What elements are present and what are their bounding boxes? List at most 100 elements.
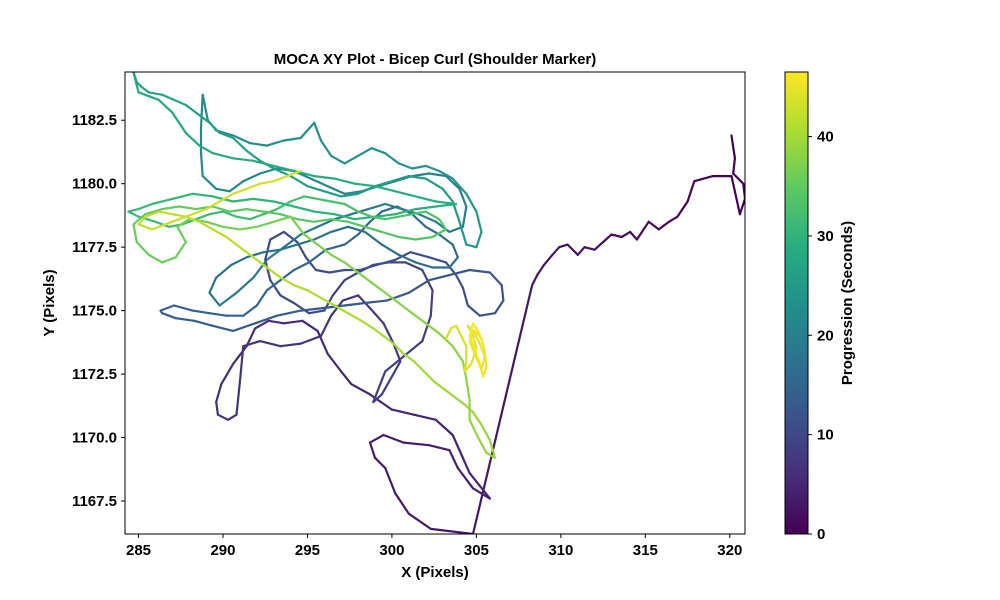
trajectory-segment	[394, 208, 417, 216]
trajectory-segment	[730, 175, 742, 216]
trajectory	[127, 72, 745, 534]
trajectory-segment	[205, 220, 225, 228]
x-tick-label: 295	[295, 542, 320, 559]
trajectory-segment	[215, 263, 233, 279]
trajectory-segment	[488, 271, 503, 287]
trajectory-segment	[272, 175, 289, 183]
trajectory-segment	[191, 309, 211, 315]
trajectory-segment	[164, 218, 181, 226]
trajectory-segment	[471, 284, 534, 534]
trajectory-segment	[199, 93, 204, 129]
trajectory-series-5	[137, 169, 497, 459]
trajectory-segment	[191, 192, 214, 198]
trajectory-segment	[468, 340, 476, 355]
trajectory-segment	[230, 256, 248, 266]
colorbar-tick-label: 40	[817, 129, 834, 146]
trajectory-segment	[208, 276, 218, 294]
trajectory-segment	[407, 279, 431, 294]
trajectory-segment	[478, 342, 486, 358]
trajectory-segment	[373, 213, 397, 218]
trajectory-segment	[421, 314, 432, 343]
trajectory-segment	[465, 192, 478, 213]
trajectory-segment	[184, 215, 201, 223]
trajectory-segment	[144, 208, 164, 216]
trajectory-segment	[211, 205, 231, 213]
trajectory-segment	[488, 439, 497, 459]
trajectory-segment	[397, 213, 414, 218]
trajectory-segment	[340, 192, 360, 198]
trajectory-segment	[326, 352, 343, 373]
trajectory-segment	[272, 164, 295, 173]
trajectory-segment	[465, 378, 471, 401]
trajectory-segment	[252, 256, 268, 269]
trajectory-segment	[248, 213, 265, 221]
trajectory-segment	[306, 185, 326, 193]
trajectory-segment	[380, 230, 400, 239]
trajectory-segment	[242, 340, 262, 348]
trajectory-segment	[412, 413, 437, 421]
trajectory-segment	[468, 472, 491, 500]
trajectory-segment	[411, 213, 427, 228]
trajectory-segment	[424, 164, 441, 173]
trajectory-segment	[289, 175, 309, 188]
y-axis: 1167.5 1170.0 1172.5 1175.0 1177.5 1180.0 1182…	[72, 112, 125, 510]
trajectory-segment	[475, 210, 483, 233]
trajectory-segment	[252, 197, 275, 203]
trajectory-series-7	[468, 322, 488, 378]
trajectory-segment	[330, 154, 346, 165]
trajectory-segment	[493, 299, 505, 315]
trajectory-segment	[382, 334, 395, 345]
trajectory-segment	[265, 279, 282, 292]
trajectory-segment	[262, 248, 282, 254]
trajectory-segment	[313, 121, 323, 142]
trajectory-segment	[500, 284, 505, 302]
trajectory-segment	[232, 197, 255, 203]
trajectory-segment	[238, 345, 245, 383]
trajectory-segment	[282, 319, 304, 325]
trajectory-segment	[738, 197, 745, 216]
trajectory-segment	[676, 200, 689, 218]
trajectory-segment	[478, 362, 485, 378]
trajectory-segment	[254, 319, 270, 330]
trajectory-segment	[292, 301, 311, 315]
trajectory-segment	[458, 220, 468, 246]
colorbar-tick-label: 30	[817, 228, 834, 245]
trajectory-segment	[382, 322, 395, 345]
y-tick-label: 1180.0	[72, 176, 117, 193]
trajectory-segment	[313, 230, 333, 241]
trajectory-segment	[198, 144, 214, 155]
trajectory-segment	[412, 360, 426, 373]
trajectory-segment	[471, 487, 491, 500]
trajectory-segment	[191, 208, 208, 216]
trajectory-segment	[282, 233, 302, 249]
trajectory-segment	[292, 205, 316, 213]
trajectory-segment	[340, 370, 353, 386]
x-tick-label: 310	[548, 542, 573, 559]
trajectory-segment	[551, 246, 561, 256]
trajectory-segment	[411, 164, 427, 170]
trajectory-segment	[390, 175, 410, 183]
trajectory-segment	[350, 383, 372, 396]
trajectory-segment	[308, 248, 328, 264]
trajectory-segment	[483, 350, 488, 368]
trajectory-segment	[372, 327, 385, 338]
trajectory-segment	[245, 327, 257, 348]
trajectory-segment	[343, 154, 360, 165]
trajectory-segment	[208, 291, 221, 307]
trajectory-segment	[431, 228, 448, 239]
trajectory-segment	[380, 375, 393, 396]
trajectory-segment	[161, 205, 181, 211]
trajectory-segment	[161, 312, 177, 320]
trajectory-segment	[275, 200, 292, 211]
trajectory-segment	[375, 258, 397, 266]
trajectory-segment	[211, 228, 228, 239]
trajectory-segment	[384, 355, 405, 373]
trajectory-segment	[135, 81, 143, 89]
trajectory-segment	[455, 274, 464, 289]
trajectory-segment	[353, 182, 377, 188]
trajectory-segment	[313, 175, 336, 180]
trajectory-segment	[448, 449, 459, 470]
trajectory-segment	[299, 334, 323, 345]
